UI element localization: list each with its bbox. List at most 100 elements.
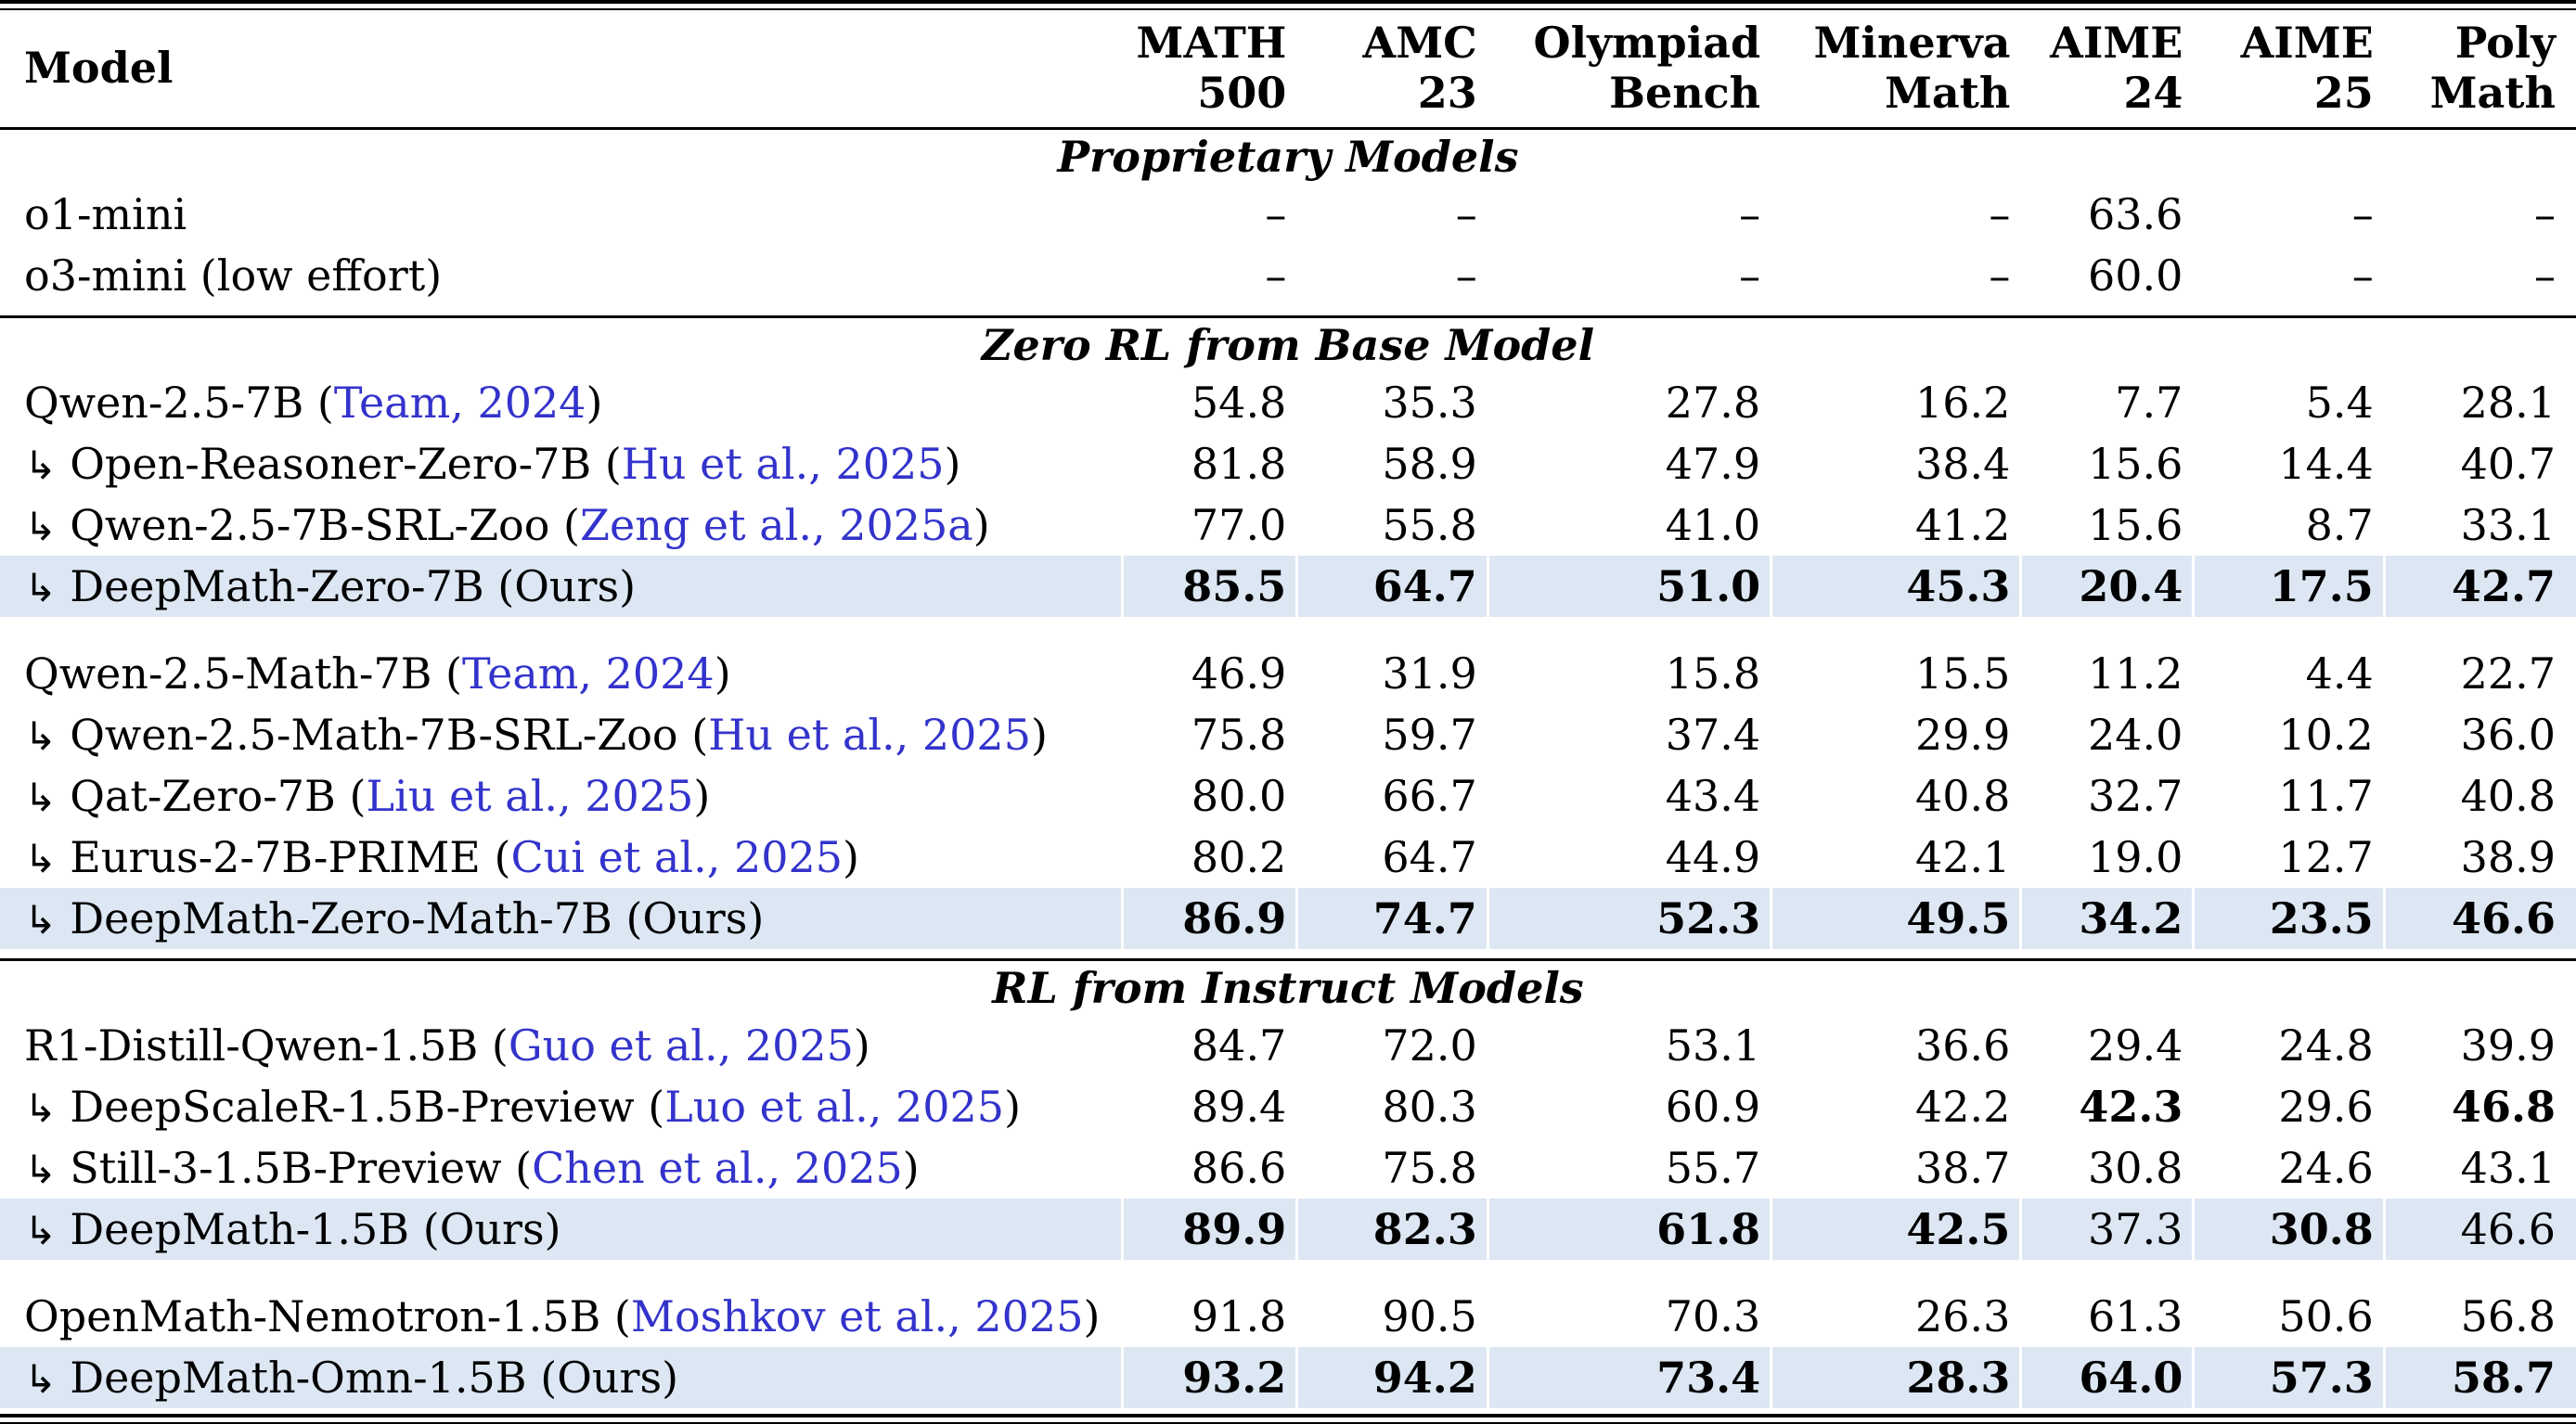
model-name-cell: ↳ Qwen-2.5-7B-SRL-Zoo (Zeng et al., 2025a… [24,499,990,550]
score-cell: 57.3 [2192,1347,2383,1408]
score-cell: – [1265,188,1287,239]
indent-arrow-icon: ↳ [24,835,58,881]
score-cell: 80.2 [1191,831,1287,882]
pre-rule-gap [0,949,2576,958]
col-header-aime24: AIME 24 [2019,10,2193,130]
score-cell: 52.3 [1486,888,1771,949]
citation-link[interactable]: Liu et al., 2025 [366,770,694,821]
citation-link[interactable]: Cui et al., 2025 [510,831,844,882]
score-cell: – [1265,250,1287,301]
citation-link[interactable]: Luo et al., 2025 [664,1081,1005,1132]
pre-rule-gap-cell [0,949,2576,958]
model-name: Qwen-2.5-7B-SRL-Zoo [70,499,550,550]
score-cell: – [2534,250,2556,301]
model-name-cell: ↳ Qwen-2.5-Math-7B-SRL-Zoo (Hu et al., 20… [24,709,1048,760]
citation-link[interactable]: Guo et al., 2025 [508,1020,854,1071]
score-cell: 46.6 [2382,888,2576,949]
model-name: Qwen-2.5-7B [24,377,304,428]
score-cell: 38.4 [1914,438,2011,489]
section-title: RL from Instruct Models [992,962,1584,1013]
model-name: Qwen-2.5-Math-7B-SRL-Zoo [70,709,678,760]
score-cell: 35.3 [1382,377,1477,428]
model-name: OpenMath-Nemotron-1.5B [24,1290,601,1341]
model-name: DeepMath-Zero-Math-7B [70,892,612,943]
table-row: ↳ Qwen-2.5-7B-SRL-Zoo (Zeng et al., 2025a… [0,494,2576,556]
score-cell: – [2351,250,2374,301]
citation-link[interactable]: Hu et al., 2025 [621,438,945,489]
score-cell: 61.3 [2087,1290,2183,1341]
indent-arrow-icon: ↳ [24,1146,58,1192]
indent-arrow-icon: ↳ [24,1084,58,1131]
section-title: Zero RL from Base Model [981,319,1595,370]
score-cell: 42.5 [1770,1199,2020,1260]
citation-link[interactable]: Chen et al., 2025 [532,1142,903,1193]
score-cell: 94.2 [1295,1347,1487,1408]
score-cell: – [1455,188,1477,239]
model-name: Qat-Zero-7B [70,770,336,821]
table-row: Qwen-2.5-7B (Team, 2024) 54.8 35.3 27.8 16.2… [0,372,2576,433]
model-name: Qwen-2.5-Math-7B [24,648,432,699]
table-row: R1-Distill-Qwen-1.5B (Guo et al., 2025) 8… [0,1015,2576,1076]
score-cell: 38.9 [2460,831,2556,882]
score-cell: 15.8 [1665,648,1761,699]
indent-arrow-icon: ↳ [24,1207,58,1253]
col-header-olympiadbench: Olympiad Bench [1486,10,1771,130]
score-cell: 19.0 [2087,831,2183,882]
group-gap-cell [0,617,2576,643]
citation-link[interactable]: Zeng et al., 2025a [580,499,973,550]
score-cell: 47.9 [1665,438,1761,489]
score-cell: 29.9 [1914,709,2011,760]
score-cell: 70.3 [1665,1290,1761,1341]
score-cell: 27.8 [1665,377,1761,428]
score-cell: 11.2 [2087,648,2183,699]
model-name-cell: Qwen-2.5-7B (Team, 2024) [24,377,603,428]
score-cell: 29.4 [2087,1020,2183,1071]
score-cell: 43.4 [1665,770,1761,821]
score-cell: – [2534,188,2556,239]
score-cell: 75.8 [1191,709,1287,760]
score-cell: 17.5 [2192,556,2383,617]
model-name-cell: ↳ DeepScaleR-1.5B-Preview (Luo et al., 20… [24,1081,1022,1132]
score-cell: 26.3 [1914,1290,2011,1341]
score-cell: 46.6 [2382,1199,2576,1260]
score-cell: 86.9 [1120,888,1296,949]
model-name-cell: o3-mini (low effort) [0,245,1121,306]
score-cell: 42.7 [2382,556,2576,617]
citation-link[interactable]: Moshkov et al., 2025 [630,1290,1084,1341]
indent-arrow-icon: ↳ [24,1355,58,1402]
score-cell: 60.9 [1665,1081,1761,1132]
score-cell: 41.0 [1665,499,1761,550]
section-title: Proprietary Models [1057,131,1519,182]
score-cell: 53.1 [1665,1020,1761,1071]
score-cell: 40.7 [2460,438,2556,489]
score-cell: 15.5 [1914,648,2011,699]
citation-link[interactable]: Team, 2024 [462,648,715,699]
score-cell: 28.3 [1770,1347,2020,1408]
ours-label: (Ours) [409,1203,561,1254]
indent-arrow-icon: ↳ [24,712,58,759]
score-cell: 51.0 [1486,556,1771,617]
score-cell: 5.4 [2305,377,2374,428]
score-cell: 4.4 [2305,648,2374,699]
citation-link[interactable]: Team, 2024 [333,377,586,428]
score-cell: 10.2 [2278,709,2374,760]
score-cell: 11.7 [2278,770,2374,821]
score-cell: – [1739,188,1761,239]
model-name-cell: ↳ Eurus-2-7B-PRIME (Cui et al., 2025) [24,831,859,882]
ours-label: (Ours) [483,560,637,611]
model-name-cell: ↳ DeepMath-Zero-Math-7B (Ours) [0,888,1121,949]
score-cell: 15.6 [2087,499,2183,550]
score-cell: 16.2 [1914,377,2011,428]
citation-link[interactable]: Hu et al., 2025 [708,709,1031,760]
score-cell: 20.4 [2019,556,2193,617]
score-cell: 44.9 [1665,831,1761,882]
score-cell: – [1989,188,2011,239]
model-name: DeepMath-Zero-7B [70,560,484,611]
score-cell: 91.8 [1191,1290,1287,1341]
score-cell: 84.7 [1191,1020,1287,1071]
score-cell: 42.1 [1914,831,2011,882]
section-divider-rule [0,315,2576,318]
score-cell: 82.3 [1295,1199,1487,1260]
score-cell: 42.3 [2079,1081,2183,1132]
score-cell: 64.7 [1382,831,1477,882]
